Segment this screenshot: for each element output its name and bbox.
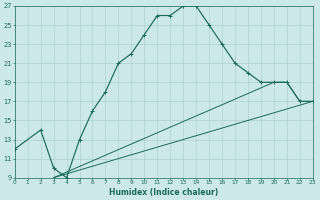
X-axis label: Humidex (Indice chaleur): Humidex (Indice chaleur) [109, 188, 218, 197]
